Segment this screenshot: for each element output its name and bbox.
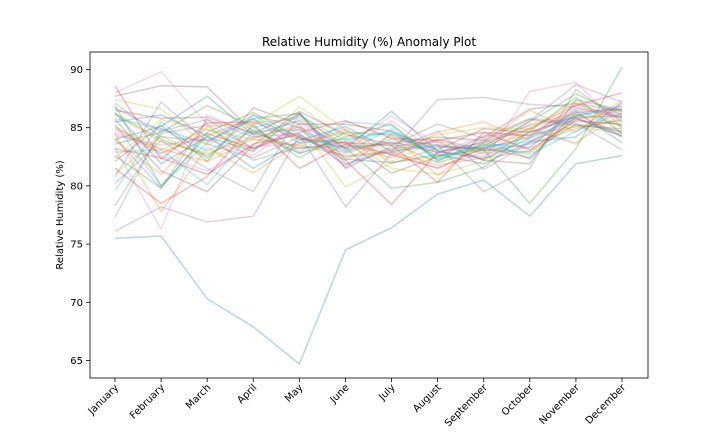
- series-line: [114, 119, 623, 155]
- y-axis-title: Relative Humidity (%): [55, 160, 66, 269]
- x-tick-label: October: [500, 382, 537, 419]
- series-line: [114, 107, 623, 172]
- series-line: [114, 101, 623, 165]
- series-layer: [114, 66, 623, 366]
- series-line: [114, 95, 623, 163]
- series-line: [114, 70, 623, 162]
- series-line: [114, 110, 623, 170]
- series-line: [114, 117, 623, 176]
- series-line: [114, 102, 623, 155]
- series-line: [114, 109, 623, 166]
- series-line: [114, 108, 623, 188]
- y-tick-label: 80: [70, 181, 83, 192]
- series-line: [114, 109, 623, 145]
- series-line: [114, 85, 623, 184]
- x-tick-label: November: [537, 382, 582, 427]
- series-line: [114, 83, 623, 232]
- x-tick-label: February: [128, 382, 167, 421]
- series-line: [114, 88, 623, 193]
- series-line: [114, 85, 623, 174]
- series-line: [114, 99, 623, 177]
- x-tick-label: June: [328, 382, 352, 406]
- y-tick-label: 75: [70, 240, 83, 251]
- x-tick-label: January: [86, 382, 121, 417]
- x-axis: January February March April May June July Augu…: [86, 378, 629, 429]
- y-tick-label: 90: [70, 65, 83, 76]
- series-line: [114, 100, 623, 159]
- series-line: [114, 123, 623, 189]
- series-line: [114, 154, 623, 366]
- y-axis: 65 70 75 80 85 90: [70, 65, 90, 367]
- x-tick-label: August: [411, 382, 444, 415]
- x-tick-label: December: [584, 382, 629, 427]
- y-tick-label: 65: [70, 356, 83, 367]
- series-line: [114, 108, 623, 205]
- plot-frame: [89, 51, 649, 379]
- series-line: [114, 95, 623, 160]
- series-line: [114, 109, 623, 192]
- series-line: [114, 104, 623, 159]
- series-line: [114, 117, 623, 207]
- x-tick-label: April: [235, 382, 259, 406]
- series-line: [114, 93, 623, 162]
- x-tick-label: July: [376, 382, 397, 403]
- series-line: [114, 117, 623, 190]
- series-line: [114, 96, 623, 190]
- x-tick-label: September: [443, 382, 490, 429]
- series-line: [114, 112, 623, 213]
- x-tick-label: May: [283, 382, 305, 404]
- series-line: [114, 105, 623, 176]
- series-line: [114, 107, 623, 169]
- x-tick-label: March: [184, 382, 213, 411]
- series-line: [114, 103, 623, 206]
- y-tick-label: 85: [70, 123, 83, 134]
- series-line: [114, 66, 623, 205]
- series-line: [114, 108, 623, 157]
- series-line: [114, 100, 623, 177]
- chart-title: Relative Humidity (%) Anomaly Plot: [262, 35, 476, 49]
- y-tick-label: 70: [70, 298, 83, 309]
- series-line: [114, 107, 623, 163]
- series-line: [114, 96, 623, 218]
- series-line: [114, 104, 623, 152]
- series-line: [114, 102, 623, 231]
- series-line: [114, 98, 623, 193]
- series-line: [114, 111, 623, 186]
